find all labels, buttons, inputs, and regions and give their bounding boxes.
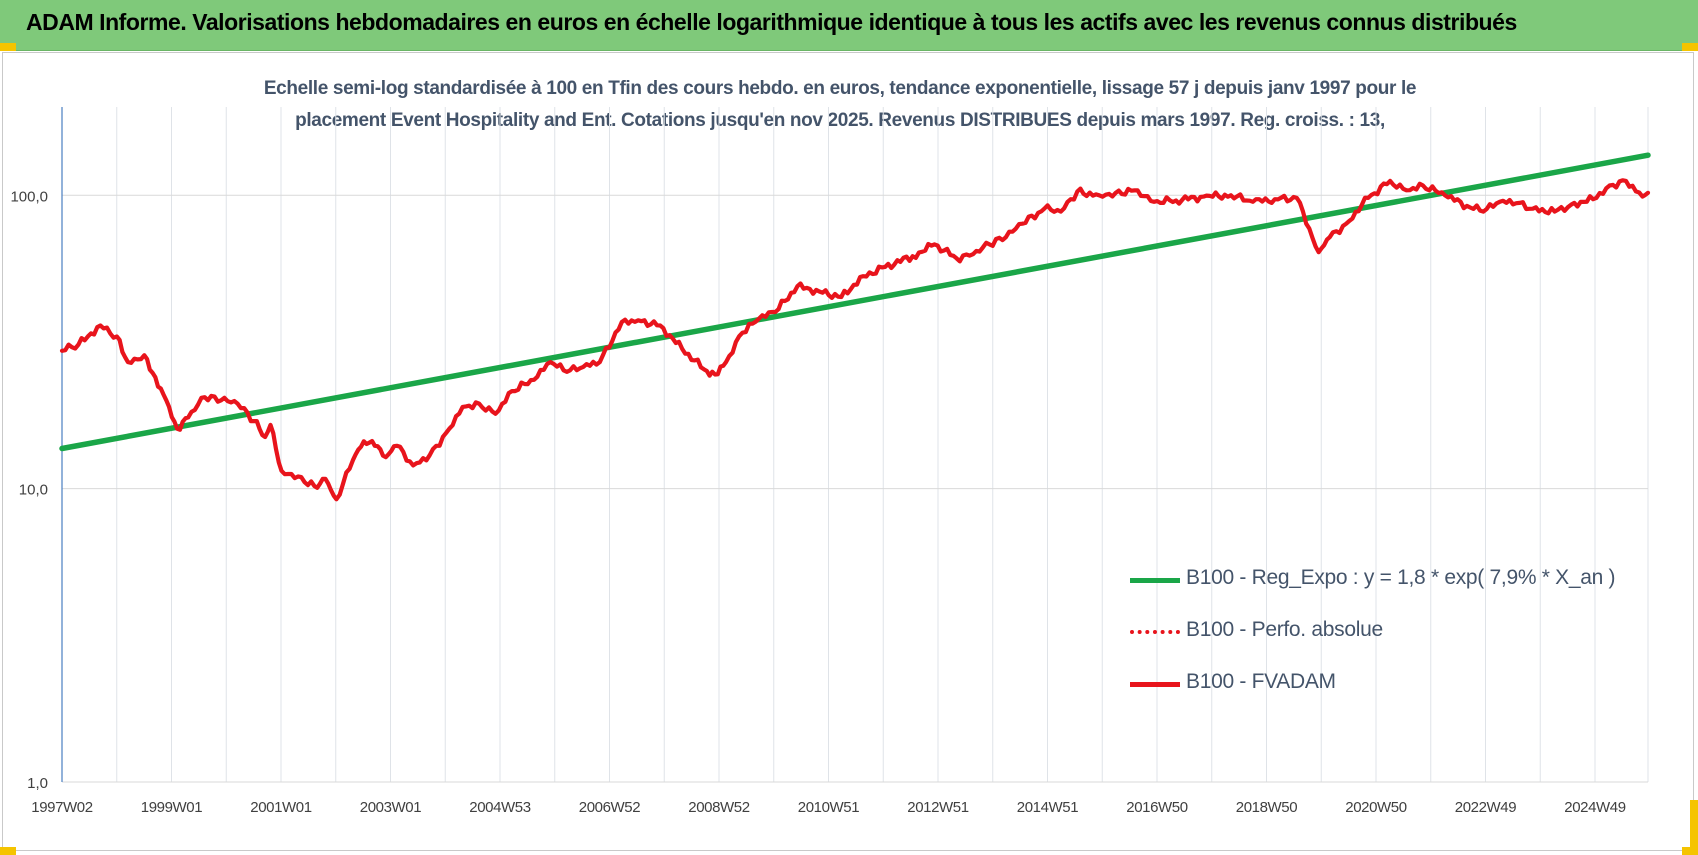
legend-label-fvadam: B100 - FVADAM: [1186, 670, 1336, 693]
series-line-fvadam: [59, 178, 1651, 502]
x-tick-label: 2016W50: [1126, 799, 1187, 816]
y-tick-label: 10,0: [19, 482, 48, 499]
x-tick-label: 2024W49: [1564, 799, 1625, 816]
y-tick-label: 1,0: [27, 775, 48, 792]
corner-marker-tr: [1682, 43, 1698, 51]
corner-marker-bl: [0, 847, 16, 855]
legend-label-perfo: B100 - Perfo. absolue: [1186, 618, 1383, 641]
x-tick-label: 2014W51: [1017, 799, 1078, 816]
corner-marker-br-v: [1690, 800, 1698, 855]
chart-subtitle-line1: Echelle semi-log standardisée à 100 en T…: [263, 78, 1417, 99]
x-tick-label: 2018W50: [1236, 799, 1297, 816]
x-tick-label: 2006W52: [579, 799, 640, 816]
x-tick-label: 2008W52: [688, 799, 749, 816]
legend-item-perfo: B100 - Perfo. absolue: [1130, 617, 1650, 647]
x-tick-label: 2012W51: [907, 799, 968, 816]
y-tick-label: 100,0: [10, 188, 48, 205]
legend-item-regression: B100 - Reg_Expo : y = 1,8 * exp( 7,9% * …: [1130, 565, 1650, 595]
x-tick-label: 1999W01: [141, 799, 202, 816]
x-tick-label: 2020W50: [1345, 799, 1406, 816]
header-bar: ADAM Informe. Valorisations hebdomadaire…: [0, 0, 1698, 51]
x-tick-label: 2010W51: [798, 799, 859, 816]
page-title: ADAM Informe. Valorisations hebdomadaire…: [26, 9, 1517, 35]
x-tick-label: 2001W01: [250, 799, 311, 816]
x-tick-label: 1997W02: [31, 799, 92, 816]
legend-swatch-perfo: [1130, 630, 1180, 634]
series-line-regression: [59, 152, 1651, 452]
legend-swatch-fvadam: [1130, 682, 1180, 687]
x-tick-label: 2003W01: [360, 799, 421, 816]
chart-subtitle-line2: placement Event Hospitality and Ent. Cot…: [295, 110, 1385, 131]
chart-frame: [2, 52, 1694, 851]
legend-swatch-regression: [1130, 578, 1180, 583]
legend-item-fvadam: B100 - FVADAM: [1130, 669, 1650, 699]
x-tick-label: 2022W49: [1455, 799, 1516, 816]
x-tick-label: 2004W53: [469, 799, 530, 816]
legend-label-regression: B100 - Reg_Expo : y = 1,8 * exp( 7,9% * …: [1186, 566, 1616, 589]
corner-marker-tl: [0, 43, 16, 51]
